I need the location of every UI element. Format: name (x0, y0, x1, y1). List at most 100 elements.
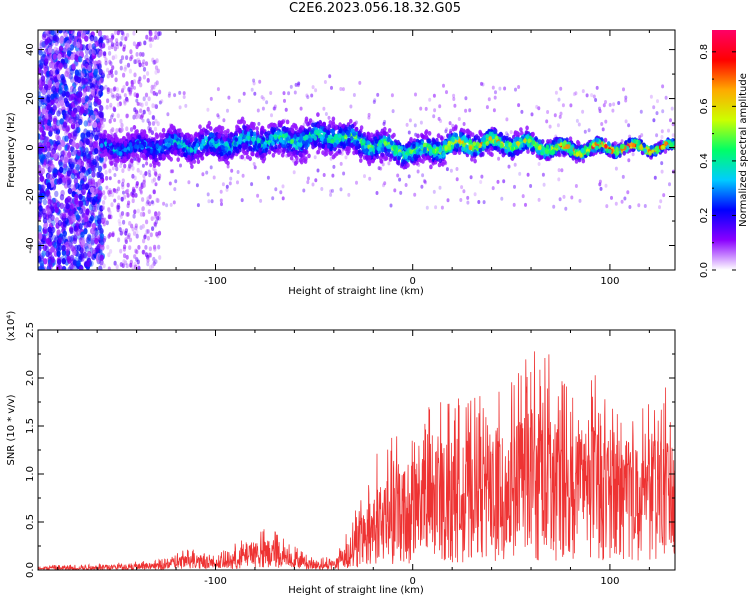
sparse-mark (155, 80, 159, 86)
noise-mark (38, 67, 41, 74)
sparse-mark (119, 59, 123, 64)
outlier-mark (577, 122, 581, 127)
outlier-mark (505, 131, 508, 136)
sparse-mark (157, 230, 162, 236)
noise-mark (54, 97, 59, 104)
outlier-mark (221, 182, 225, 187)
outlier-mark (103, 163, 107, 168)
sparse-mark (158, 255, 162, 260)
outlier-mark (494, 90, 497, 95)
outlier-mark (310, 93, 314, 98)
noise-mark (93, 181, 99, 189)
outlier-mark (446, 198, 450, 203)
noise-mark (63, 85, 69, 92)
sparse-mark (133, 92, 137, 97)
sparse-mark (154, 213, 158, 219)
sparse-mark (137, 59, 141, 65)
noise-mark (67, 187, 73, 195)
outlier-mark (236, 180, 239, 185)
noise-mark (75, 113, 80, 121)
outlier-mark (266, 175, 270, 180)
outlier-mark (209, 165, 213, 170)
outlier-mark (206, 107, 210, 112)
outlier-mark (668, 182, 671, 187)
outlier-mark (507, 164, 511, 169)
noise-mark (38, 164, 42, 172)
sparse-mark (148, 252, 152, 258)
sparse-mark (120, 127, 124, 132)
outlier-mark (638, 135, 642, 140)
outlier-mark (669, 118, 672, 123)
noise-mark (77, 159, 82, 166)
band-mark (248, 156, 252, 162)
noise-mark (72, 259, 78, 266)
sparse-mark (153, 126, 158, 132)
noise-mark (78, 223, 83, 230)
outlier-mark (262, 96, 266, 101)
outlier-mark (168, 181, 172, 186)
sparse-mark (134, 248, 138, 254)
noise-mark (47, 216, 52, 223)
noise-mark (45, 238, 51, 245)
sparse-mark (121, 229, 125, 235)
noise-mark (58, 124, 63, 131)
outlier-mark (492, 108, 496, 113)
sparse-mark (125, 81, 129, 87)
outlier-mark (496, 179, 500, 184)
outlier-mark (661, 109, 665, 114)
noise-mark (97, 193, 102, 200)
outlier-mark (363, 174, 366, 179)
noise-mark (93, 68, 99, 76)
outlier-mark (419, 120, 423, 125)
noise-mark (91, 78, 96, 85)
noise-mark (67, 132, 73, 139)
outlier-mark (438, 185, 442, 190)
noise-mark (89, 186, 95, 194)
outlier-mark (652, 118, 656, 123)
outlier-mark (332, 164, 336, 169)
outlier-mark (627, 123, 631, 128)
outlier-mark (604, 100, 607, 104)
noise-mark (43, 118, 48, 125)
noise-mark (47, 158, 53, 165)
noise-mark (64, 135, 69, 142)
sparse-mark (132, 30, 136, 36)
outlier-mark (656, 99, 659, 104)
noise-mark (54, 82, 60, 89)
noise-mark (38, 211, 43, 218)
noise-mark (50, 246, 55, 253)
noise-mark (93, 141, 98, 149)
outlier-mark (445, 90, 448, 95)
noise-mark (81, 97, 86, 104)
noise-mark (91, 113, 96, 120)
noise-mark (80, 216, 86, 224)
band-mark (331, 116, 336, 122)
outlier-mark (265, 100, 269, 105)
outlier-mark (600, 122, 604, 126)
outlier-mark (149, 163, 153, 168)
sparse-mark (154, 70, 158, 75)
sparse-mark (151, 226, 155, 232)
outlier-mark (383, 119, 387, 124)
outlier-mark (136, 101, 140, 106)
outlier-mark (509, 130, 513, 135)
sparse-mark (133, 107, 137, 113)
noise-mark (42, 212, 47, 220)
sparse-mark (144, 61, 149, 66)
noise-mark (97, 122, 102, 129)
noise-mark (82, 251, 88, 259)
sparse-mark (109, 214, 113, 220)
outlier-mark (558, 114, 562, 119)
noise-mark (59, 194, 65, 201)
sparse-mark (109, 102, 113, 108)
noise-mark (94, 40, 99, 48)
noise-mark (68, 35, 73, 42)
sparse-mark (151, 263, 155, 269)
outlier-mark (240, 198, 244, 203)
outlier-mark (460, 185, 464, 190)
sparse-mark (153, 222, 158, 228)
outlier-mark (306, 95, 310, 100)
sparse-mark (144, 92, 149, 98)
outlier-mark (182, 91, 186, 96)
noise-mark (88, 119, 93, 127)
